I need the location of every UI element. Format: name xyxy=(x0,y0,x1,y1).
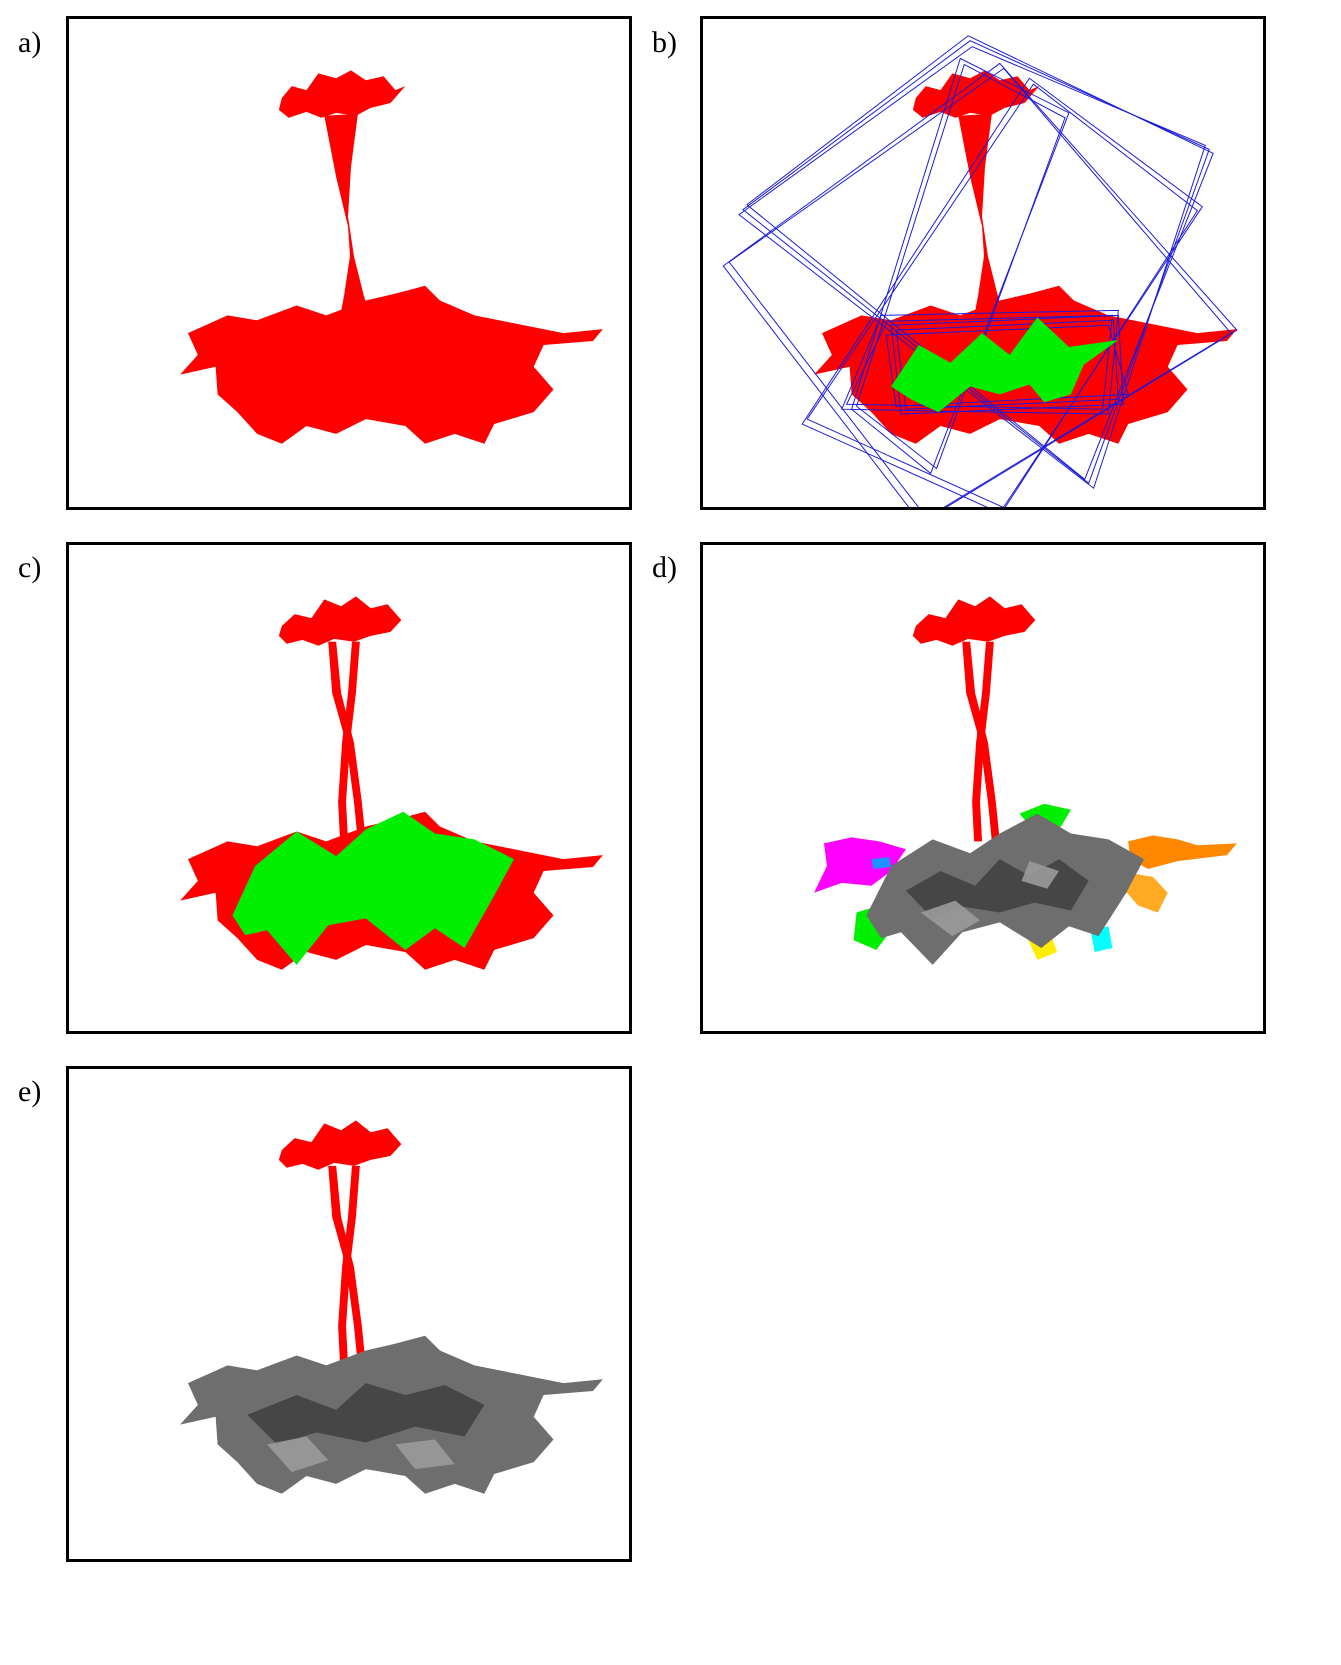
gray-rosette-shadow xyxy=(247,1383,485,1445)
gray-leaf-texture xyxy=(866,813,1145,965)
panel-b-canvas xyxy=(722,35,1238,507)
plant-mask-red xyxy=(180,70,603,444)
box-large-rot-3 xyxy=(746,35,1214,481)
green-leaf-cluster xyxy=(891,317,1119,413)
flower-head xyxy=(278,70,406,118)
panel-label-d: d) xyxy=(652,551,677,584)
gray-rosette-highlight xyxy=(267,1436,329,1473)
panel-e-final-model xyxy=(66,1066,632,1562)
panel-a-canvas xyxy=(180,70,603,444)
box-rot-7 xyxy=(855,63,1066,470)
box-rot-6 xyxy=(851,57,1070,475)
panel-c-canvas xyxy=(180,596,603,970)
gray-leaf-highlight-2 xyxy=(1021,861,1060,889)
stem-right xyxy=(972,641,994,842)
panel-label-c: c) xyxy=(18,551,42,584)
flower-head xyxy=(278,596,402,646)
plant-top-red xyxy=(278,1120,402,1366)
segment-orange xyxy=(1128,835,1237,869)
flower-head xyxy=(278,1120,402,1170)
segment-magenta xyxy=(814,837,906,893)
leaf-overlay-green xyxy=(891,317,1119,413)
panel-e-canvas xyxy=(180,1120,603,1494)
plant-top-red xyxy=(912,596,1036,842)
stem-right xyxy=(338,641,360,842)
box-large-rot-4 xyxy=(722,62,1238,507)
candidate-boxes xyxy=(722,35,1238,507)
box-rot-9 xyxy=(806,83,1199,507)
panel-label-a: a) xyxy=(18,26,42,59)
flower-head xyxy=(912,596,1036,646)
segment-blue xyxy=(871,857,892,869)
panel-c-detections xyxy=(66,542,632,1034)
box-rot-8 xyxy=(801,77,1203,507)
gray-leaf-highlight xyxy=(920,900,981,937)
panel-label-b: b) xyxy=(652,26,677,59)
stem-right xyxy=(338,1165,360,1366)
panel-label-e: e) xyxy=(18,1075,42,1108)
leaf-detections-green xyxy=(232,811,514,965)
green-leaf-cluster xyxy=(232,811,514,965)
box-large-rot-5 xyxy=(728,67,1232,507)
box-large-rot-1 xyxy=(742,40,1210,485)
plant-mask-red xyxy=(814,70,1237,444)
rosette xyxy=(180,285,603,444)
box-large-rot-2 xyxy=(738,46,1206,490)
box-mid-1 xyxy=(840,309,1119,415)
panel-d-leaf-segments xyxy=(700,542,1266,1034)
panel-a-segmentation xyxy=(66,16,632,510)
gray-rosette-highlight-2 xyxy=(395,1439,455,1470)
panel-d-canvas xyxy=(814,596,1237,965)
stem xyxy=(324,113,376,338)
gray-rosette xyxy=(180,1335,603,1494)
stem xyxy=(958,113,1010,338)
panel-b-bounding-boxes xyxy=(700,16,1266,510)
